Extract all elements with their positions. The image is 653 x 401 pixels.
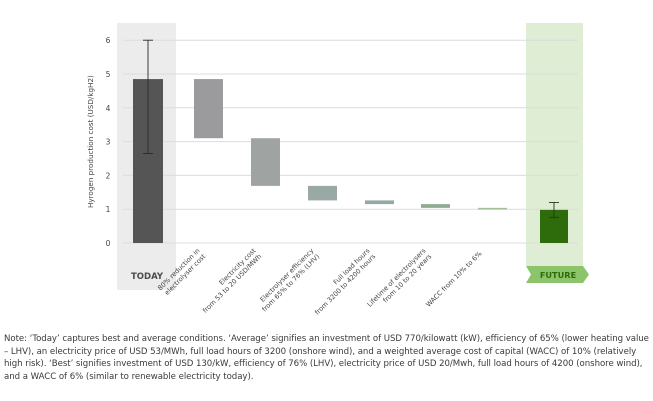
future-ribbon bbox=[526, 266, 589, 283]
step-label-line: from 3200 to 4200 hours bbox=[313, 252, 377, 316]
step-bar-4 bbox=[365, 200, 394, 205]
step-bar-1 bbox=[194, 79, 223, 139]
y-tick-label-2: 2 bbox=[106, 171, 111, 180]
step-label-line: from 65% to 76% (LHV) bbox=[260, 253, 321, 314]
y-tick-label-5: 5 bbox=[106, 70, 111, 79]
hydrogen-cost-waterfall-chart: 0 1 2 3 4 5 6 Hyrogen production cost (USD/kgH2… bbox=[86, 23, 589, 317]
step-label-line: from 53 to 20 USD/MWh bbox=[201, 253, 263, 315]
y-tick-label-4: 4 bbox=[106, 104, 111, 113]
step-label-line: Electrolyser efficiency bbox=[258, 247, 315, 304]
step-bar-2 bbox=[251, 138, 280, 186]
y-tick-label-3: 3 bbox=[106, 138, 111, 147]
step-label-line: Lifetime of electrolysers bbox=[366, 246, 428, 308]
y-axis-label: Hyrogen production cost (USD/kgH2) bbox=[86, 75, 95, 208]
step-label-6: WACC from 10% to 6% bbox=[425, 250, 484, 309]
y-tick-label-1: 1 bbox=[106, 205, 111, 214]
y-tick-label-6: 6 bbox=[106, 36, 111, 45]
step-bar-5 bbox=[421, 204, 450, 208]
y-tick-label-0: 0 bbox=[106, 239, 111, 248]
future-label: FUTURE bbox=[540, 270, 576, 280]
step-label-line: WACC from 10% to 6% bbox=[425, 250, 484, 309]
chart-note: Note: ‘Today’ captures best and average … bbox=[4, 334, 649, 382]
today-label: TODAY bbox=[131, 272, 164, 282]
step-bar-6 bbox=[478, 207, 507, 210]
step-bar-3 bbox=[308, 185, 337, 201]
